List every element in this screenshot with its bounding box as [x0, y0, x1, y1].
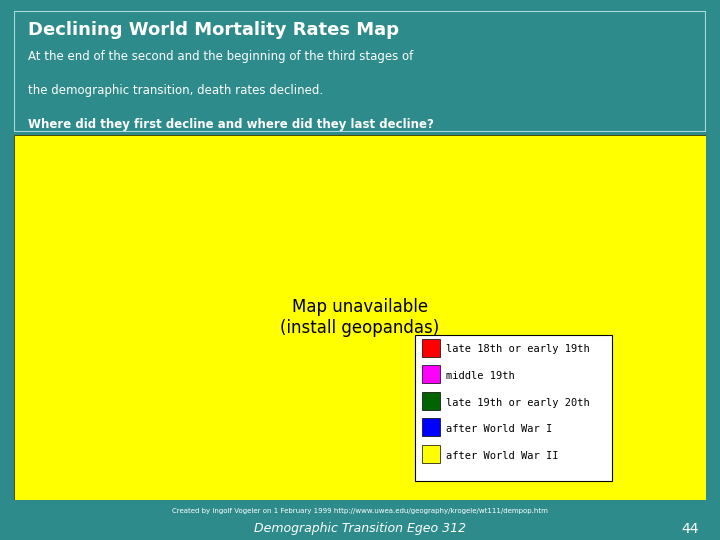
- Text: late 18th or early 19th: late 18th or early 19th: [446, 345, 590, 354]
- Text: 44: 44: [681, 522, 698, 536]
- Text: Demographic Transition Egeo 312: Demographic Transition Egeo 312: [254, 522, 466, 535]
- Text: the demographic transition, death rates declined.: the demographic transition, death rates …: [28, 84, 323, 97]
- Text: At the end of the second and the beginning of the third stages of: At the end of the second and the beginni…: [28, 50, 413, 63]
- Text: Declining World Mortality Rates Map: Declining World Mortality Rates Map: [28, 21, 399, 38]
- Text: Created by Ingolf Vogeler on 1 February 1999 http://www.uwea.edu/geography/kroge: Created by Ingolf Vogeler on 1 February …: [172, 508, 548, 514]
- Bar: [14, 135, 706, 500]
- Text: after World War I: after World War I: [446, 424, 552, 434]
- Text: after World War II: after World War II: [446, 450, 559, 461]
- Text: middle 19th: middle 19th: [446, 371, 515, 381]
- Text: late 19th or early 20th: late 19th or early 20th: [446, 397, 590, 408]
- Text: Where did they first decline and where did they last decline?: Where did they first decline and where d…: [28, 118, 434, 131]
- Text: Map unavailable
(install geopandas): Map unavailable (install geopandas): [280, 298, 440, 336]
